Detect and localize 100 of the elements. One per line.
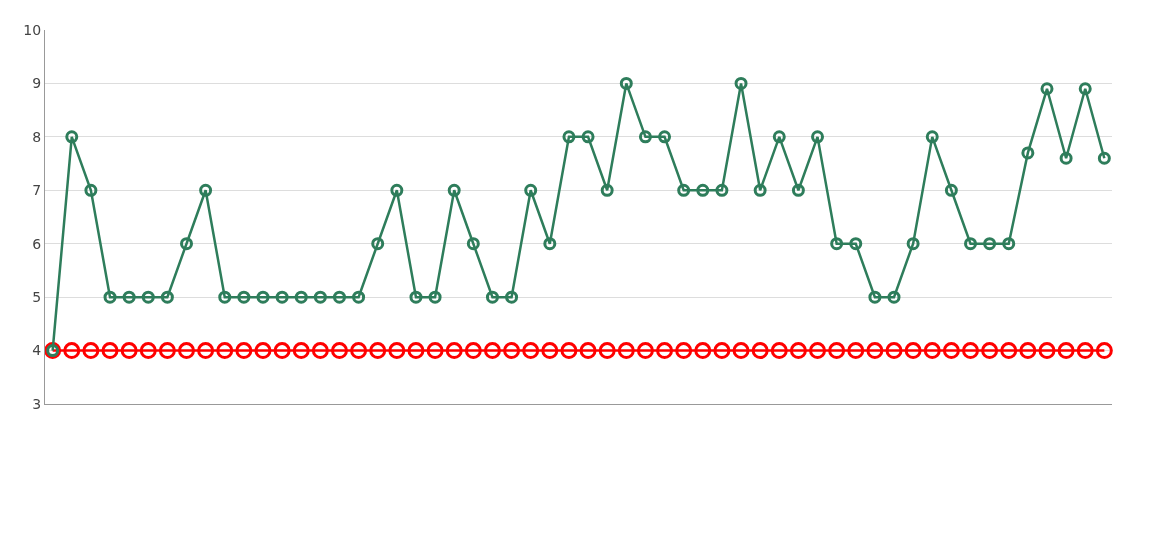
point [828,342,846,360]
y-tick-label: 5 [32,289,42,306]
point [770,342,788,360]
point [600,183,614,197]
point [256,290,270,304]
point [1002,237,1016,251]
point [388,342,406,360]
point [485,290,499,304]
point [466,237,480,251]
point [235,342,253,360]
point [371,237,385,251]
point [483,342,501,360]
y-tick-label: 3 [32,395,42,412]
point [1097,151,1111,165]
y-tick-label: 10 [23,21,42,38]
point [1019,342,1037,360]
y-tick-label: 9 [32,75,42,92]
point [944,183,958,197]
point [579,342,597,360]
point [103,290,117,304]
point [1021,146,1035,160]
point [160,290,174,304]
point [791,183,805,197]
point [541,342,559,360]
point [675,342,693,360]
point [581,130,595,144]
point [139,342,157,360]
point [237,290,251,304]
y-tick-label: 6 [32,235,42,252]
point [638,130,652,144]
point [122,290,136,304]
point [904,342,922,360]
point [868,290,882,304]
point [732,342,750,360]
point [925,130,939,144]
point [734,76,748,90]
point [350,342,368,360]
point [617,342,635,360]
point [141,290,155,304]
point [923,342,941,360]
point [426,342,444,360]
point [390,183,404,197]
point [84,183,98,197]
point [407,342,425,360]
point [962,342,979,360]
point [809,342,827,360]
point [849,237,863,251]
point [120,342,138,360]
point [866,342,884,360]
point [751,342,769,360]
point [830,237,844,251]
point [1078,82,1092,96]
point [694,342,712,360]
point [352,290,366,304]
point [981,342,999,360]
point [65,130,79,144]
point [178,342,195,360]
point [409,290,423,304]
point [1040,82,1054,96]
point [311,342,329,360]
point [313,290,327,304]
point [658,130,672,144]
point [811,130,825,144]
point [158,342,176,360]
point [677,183,691,197]
y-tick-label: 8 [32,128,42,145]
point [1095,342,1113,360]
point [464,342,482,360]
point [101,342,119,360]
point [294,290,308,304]
point [197,342,215,360]
point [330,342,348,360]
point [216,342,234,360]
point [619,76,633,90]
point [715,183,729,197]
y-tick-label: 4 [32,342,42,359]
point [503,342,521,360]
point [598,342,616,360]
point [254,342,272,360]
point [1076,342,1094,360]
point [218,290,232,304]
point [292,342,310,360]
point [180,237,193,251]
point [199,183,213,197]
point [524,183,538,197]
point [63,342,81,360]
point [636,342,654,360]
point [696,183,710,197]
point [369,342,387,360]
point [1000,342,1018,360]
point [332,290,346,304]
point [983,237,997,251]
point [887,290,901,304]
point [885,342,903,360]
point [543,237,557,251]
y-tick-label: 7 [32,182,42,199]
point [789,342,807,360]
point [522,342,540,360]
point [1059,151,1073,165]
point [560,342,578,360]
